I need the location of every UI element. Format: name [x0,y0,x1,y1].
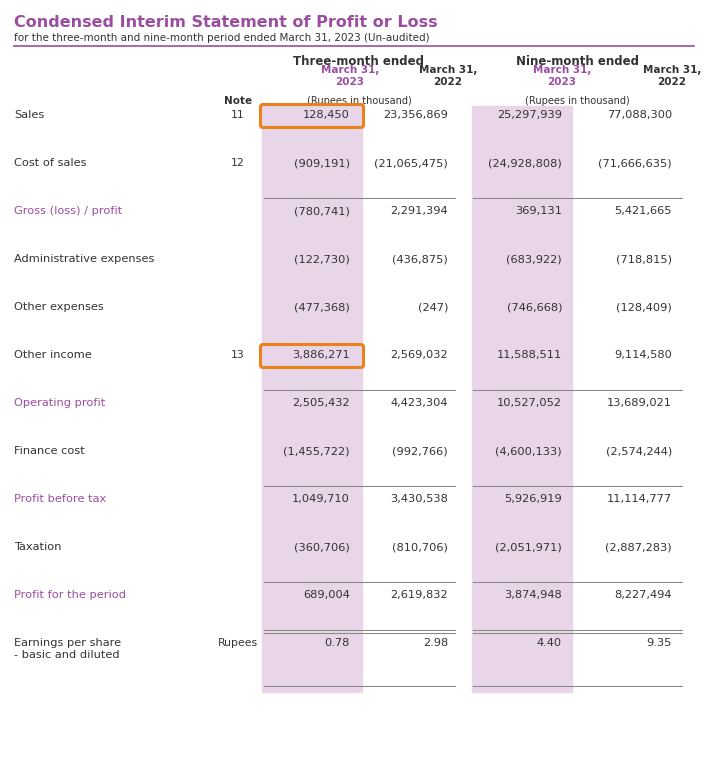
Text: 11,114,777: 11,114,777 [607,494,672,504]
Text: (909,191): (909,191) [294,158,350,168]
Text: 9,114,580: 9,114,580 [614,350,672,360]
Text: (247): (247) [418,302,448,312]
Text: (128,409): (128,409) [616,302,672,312]
Text: 2,569,032: 2,569,032 [390,350,448,360]
Text: (780,741): (780,741) [294,206,350,216]
Text: (1,455,722): (1,455,722) [283,446,350,456]
Text: 1,049,710: 1,049,710 [292,494,350,504]
Text: Other income: Other income [14,350,92,360]
Text: (436,875): (436,875) [392,254,448,264]
Text: 13: 13 [231,350,245,360]
Text: (Rupees in thousand): (Rupees in thousand) [525,96,630,106]
Text: 4,423,304: 4,423,304 [391,398,448,408]
Text: (122,730): (122,730) [295,254,350,264]
Text: (477,368): (477,368) [295,302,350,312]
Text: (810,706): (810,706) [392,542,448,552]
Text: Taxation: Taxation [14,542,62,552]
Text: Profit before tax: Profit before tax [14,494,106,504]
Text: 2,505,432: 2,505,432 [292,398,350,408]
Text: Administrative expenses: Administrative expenses [14,254,154,264]
Text: Finance cost: Finance cost [14,446,85,456]
Text: (746,668): (746,668) [506,302,562,312]
Text: (Rupees in thousand): (Rupees in thousand) [307,96,412,106]
Text: 2,619,832: 2,619,832 [390,590,448,600]
Text: March 31,
2022: March 31, 2022 [419,65,477,87]
Text: Profit for the period: Profit for the period [14,590,126,600]
Text: 3,886,271: 3,886,271 [292,350,350,360]
Text: Sales: Sales [14,110,44,120]
Text: March 31,
2022: March 31, 2022 [643,65,701,87]
Text: (2,051,971): (2,051,971) [496,542,562,552]
Text: 77,088,300: 77,088,300 [607,110,672,120]
Text: (2,574,244): (2,574,244) [606,446,672,456]
Text: Operating profit: Operating profit [14,398,105,408]
Text: 8,227,494: 8,227,494 [615,590,672,600]
Text: 3,874,948: 3,874,948 [504,590,562,600]
Text: 3,430,538: 3,430,538 [390,494,448,504]
Text: (683,922): (683,922) [506,254,562,264]
Text: (2,887,283): (2,887,283) [605,542,672,552]
Text: (21,065,475): (21,065,475) [375,158,448,168]
Text: 2,291,394: 2,291,394 [390,206,448,216]
Text: Other expenses: Other expenses [14,302,104,312]
Text: (992,766): (992,766) [392,446,448,456]
Text: 23,356,869: 23,356,869 [383,110,448,120]
Text: 13,689,021: 13,689,021 [607,398,672,408]
Text: 4.40: 4.40 [537,638,562,648]
Text: March 31,
2023: March 31, 2023 [321,65,379,87]
Text: (4,600,133): (4,600,133) [496,446,562,456]
Text: Cost of sales: Cost of sales [14,158,86,168]
Text: Earnings per share
- basic and diluted: Earnings per share - basic and diluted [14,638,121,660]
Text: 25,297,939: 25,297,939 [497,110,562,120]
Text: 12: 12 [231,158,245,168]
Text: 11: 11 [231,110,245,120]
Text: 369,131: 369,131 [515,206,562,216]
Text: Rupees: Rupees [218,638,258,648]
Bar [262,106,362,692]
Text: Nine-month ended: Nine-month ended [515,55,639,68]
Text: 689,004: 689,004 [303,590,350,600]
Text: Gross (loss) / profit: Gross (loss) / profit [14,206,122,216]
Text: 0.78: 0.78 [325,638,350,648]
Text: March 31,
2023: March 31, 2023 [533,65,591,87]
Text: Note: Note [224,96,252,106]
Text: 9.35: 9.35 [646,638,672,648]
Text: Condensed Interim Statement of Profit or Loss: Condensed Interim Statement of Profit or… [14,15,438,30]
Text: (24,928,808): (24,928,808) [489,158,562,168]
Text: 5,926,919: 5,926,919 [504,494,562,504]
Text: (360,706): (360,706) [295,542,350,552]
Text: 2.98: 2.98 [423,638,448,648]
Text: 5,421,665: 5,421,665 [615,206,672,216]
Text: (71,666,635): (71,666,635) [598,158,672,168]
Text: 11,588,511: 11,588,511 [497,350,562,360]
Text: for the three-month and nine-month period ended March 31, 2023 (Un-audited): for the three-month and nine-month perio… [14,33,430,43]
Text: (718,815): (718,815) [616,254,672,264]
Text: Three-month ended: Three-month ended [293,55,424,68]
Bar [472,106,572,692]
Text: 128,450: 128,450 [303,110,350,120]
Text: 10,527,052: 10,527,052 [497,398,562,408]
